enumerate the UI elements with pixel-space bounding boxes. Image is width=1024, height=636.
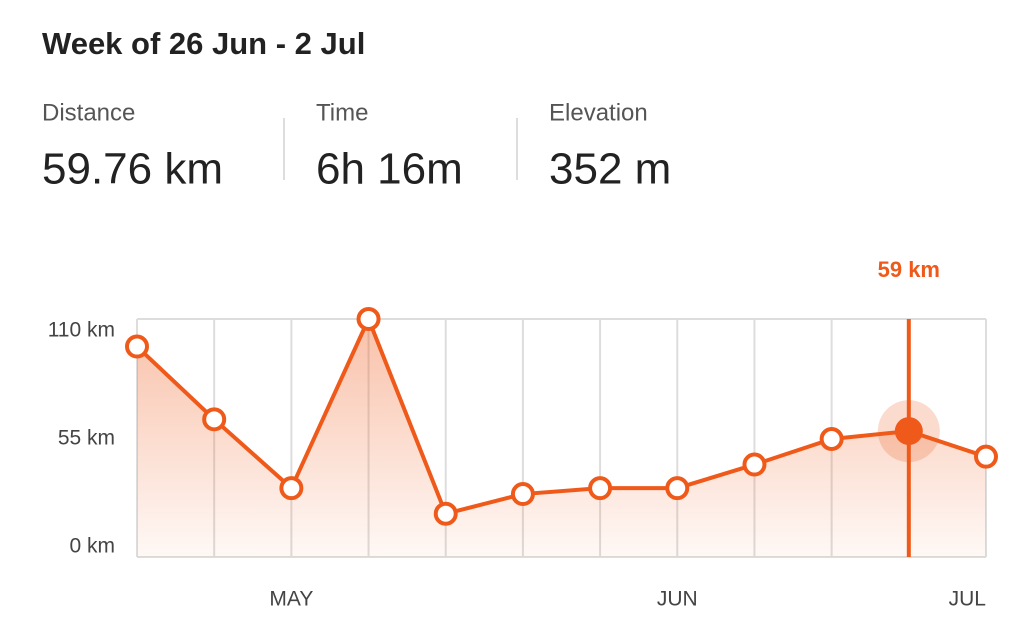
point bbox=[202, 407, 227, 432]
point bbox=[279, 476, 304, 501]
point bbox=[433, 501, 458, 526]
stat-label: Time bbox=[316, 99, 368, 126]
point bbox=[665, 476, 690, 501]
stat-value: 6h 16m bbox=[316, 145, 463, 194]
x-tick-label: MAY bbox=[269, 588, 313, 611]
chart: 0 km 55 km 110 km MAY JUN JUL 59 km bbox=[48, 257, 998, 611]
point bbox=[510, 482, 535, 507]
y-tick-label: 110 km bbox=[48, 318, 115, 341]
y-tick-label: 0 km bbox=[69, 535, 115, 558]
x-tick-label: JUN bbox=[657, 588, 698, 611]
stat-label: Distance bbox=[42, 99, 135, 126]
value-label: 59 km bbox=[878, 257, 940, 282]
stat-label: Elevation bbox=[549, 99, 648, 126]
stat-value: 59.76 km bbox=[42, 145, 223, 194]
y-tick-label: 55 km bbox=[58, 427, 115, 450]
point bbox=[819, 426, 844, 451]
stat-value: 352 m bbox=[549, 145, 671, 194]
x-tick-label: JUL bbox=[949, 588, 986, 611]
point bbox=[125, 334, 149, 359]
point bbox=[742, 452, 767, 477]
point bbox=[974, 444, 998, 469]
area bbox=[137, 319, 986, 557]
week-title: Week of 26 Jun - 2 Jul bbox=[42, 26, 365, 61]
point bbox=[356, 307, 381, 331]
point-selected bbox=[894, 417, 923, 446]
line bbox=[135, 317, 987, 516]
point bbox=[588, 476, 613, 501]
